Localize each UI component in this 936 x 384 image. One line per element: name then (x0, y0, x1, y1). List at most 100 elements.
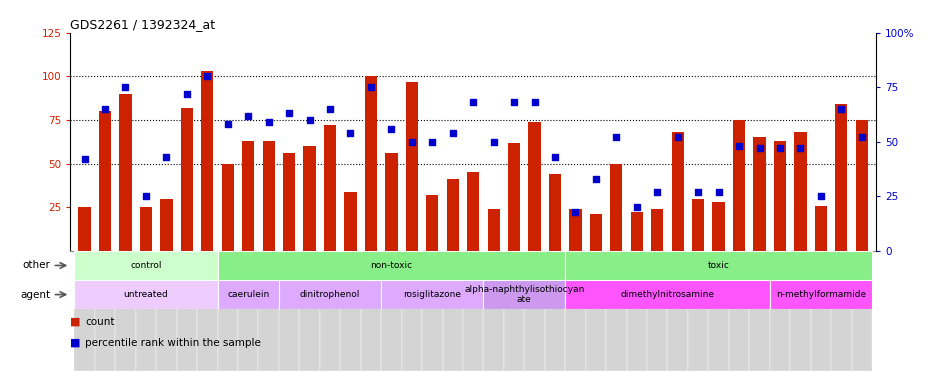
Bar (217, 251, 238, 371)
Point (588, 176, 603, 182)
Point (199, 73, 214, 79)
Text: alpha-naphthylisothiocyan
ate: alpha-naphthylisothiocyan ate (463, 285, 584, 304)
Bar (564, 251, 585, 371)
Bar (504, 251, 524, 371)
Bar (524, 251, 544, 371)
Bar (217, 251, 564, 280)
Bar (217, 280, 279, 309)
Text: percentile rank within the sample: percentile rank within the sample (85, 338, 261, 348)
Bar (177, 251, 197, 371)
Bar (753, 137, 765, 251)
Bar (687, 251, 708, 371)
Bar (381, 251, 402, 371)
Point (710, 189, 725, 195)
Bar (794, 132, 806, 251)
Text: count: count (85, 317, 114, 327)
Point (731, 143, 746, 149)
Bar (814, 205, 826, 251)
Text: caerulein: caerulein (227, 290, 269, 299)
Point (343, 130, 358, 136)
Bar (834, 104, 846, 251)
Point (97, 106, 112, 112)
Point (854, 134, 869, 141)
Text: n-methylformamide: n-methylformamide (775, 290, 865, 299)
Point (159, 154, 174, 160)
Point (792, 145, 807, 151)
Bar (569, 209, 581, 251)
Bar (830, 251, 851, 371)
Bar (364, 76, 376, 251)
Text: other: other (22, 260, 51, 270)
Bar (324, 125, 336, 251)
Bar (548, 174, 561, 251)
Bar (283, 153, 295, 251)
Text: toxic: toxic (707, 261, 729, 270)
Text: dimethylnitrosamine: dimethylnitrosamine (620, 290, 714, 299)
Point (752, 145, 767, 151)
Point (608, 134, 623, 141)
Bar (74, 280, 217, 309)
Point (649, 189, 664, 195)
Bar (222, 164, 234, 251)
Point (139, 193, 154, 199)
Bar (385, 153, 397, 251)
Bar (279, 280, 381, 309)
Bar (692, 199, 704, 251)
Bar (119, 94, 131, 251)
Bar (768, 280, 871, 309)
Bar (95, 251, 115, 371)
Point (567, 209, 582, 215)
Bar (160, 199, 172, 251)
Bar (360, 251, 381, 371)
Bar (666, 251, 687, 371)
Bar (381, 280, 483, 309)
Bar (238, 251, 258, 371)
Point (771, 145, 786, 151)
Bar (262, 141, 274, 251)
Bar (626, 251, 647, 371)
Text: non-toxic: non-toxic (370, 261, 412, 270)
Point (77, 156, 92, 162)
Bar (789, 251, 810, 371)
Point (179, 91, 194, 97)
Bar (303, 146, 315, 251)
Bar (606, 251, 626, 371)
Text: rosiglitazone: rosiglitazone (402, 290, 461, 299)
Bar (855, 120, 867, 251)
Bar (466, 172, 479, 251)
Point (261, 119, 276, 125)
Point (547, 154, 562, 160)
Bar (79, 207, 91, 251)
Text: control: control (130, 261, 162, 270)
Bar (402, 251, 421, 371)
Point (282, 110, 297, 116)
Text: agent: agent (20, 290, 51, 300)
Bar (651, 209, 663, 251)
Bar (773, 141, 785, 251)
Bar (483, 251, 504, 371)
Bar (446, 179, 459, 251)
Bar (344, 192, 357, 251)
Bar (711, 202, 724, 251)
Bar (851, 251, 871, 371)
Point (118, 84, 133, 90)
Bar (319, 251, 340, 371)
Bar (630, 212, 642, 251)
Point (669, 134, 684, 141)
Bar (564, 280, 768, 309)
Bar (487, 209, 499, 251)
Bar (585, 251, 606, 371)
Bar (483, 280, 564, 309)
Bar (507, 142, 519, 251)
Bar (708, 251, 728, 371)
Text: ■: ■ (70, 338, 80, 348)
Point (384, 126, 399, 132)
Bar (462, 251, 483, 371)
Bar (544, 251, 564, 371)
Bar (181, 108, 193, 251)
Bar (749, 251, 768, 371)
Bar (197, 251, 217, 371)
Bar (564, 251, 871, 280)
Bar (74, 251, 217, 280)
Bar (589, 214, 602, 251)
